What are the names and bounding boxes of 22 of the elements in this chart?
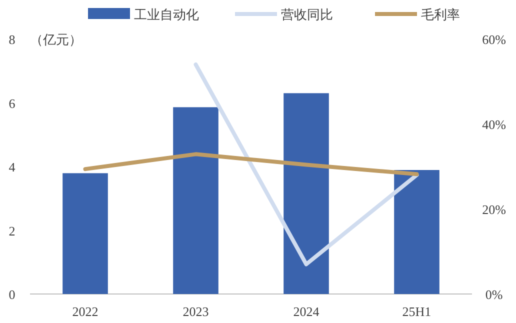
y-tick-label: 2: [8, 223, 16, 238]
bar: [284, 93, 329, 294]
y-tick-label: 8: [8, 32, 16, 47]
y-axis-title: （亿元）: [30, 32, 82, 47]
y2-tick-label: 40%: [482, 117, 506, 132]
x-tick-label: 2024: [293, 304, 320, 319]
x-tick-label: 2023: [182, 304, 209, 319]
y-tick-label: 6: [8, 96, 16, 111]
legend-label: 毛利率: [421, 7, 460, 22]
y2-tick-label: 0%: [485, 287, 503, 302]
bar: [394, 170, 440, 294]
line-series: [83, 152, 419, 176]
bar: [62, 173, 108, 294]
bar: [173, 107, 218, 294]
legend-label: 营收同比: [281, 7, 333, 22]
y-tick-label: 4: [8, 160, 16, 174]
legend-label: 工业自动化: [134, 7, 199, 22]
x-tick-label: 25H1: [402, 304, 432, 319]
x-tick-label: 2022: [72, 304, 98, 319]
y2-tick-label: 20%: [482, 202, 506, 217]
y-tick-label: 0: [8, 287, 16, 302]
y2-tick-label: 60%: [482, 32, 506, 47]
